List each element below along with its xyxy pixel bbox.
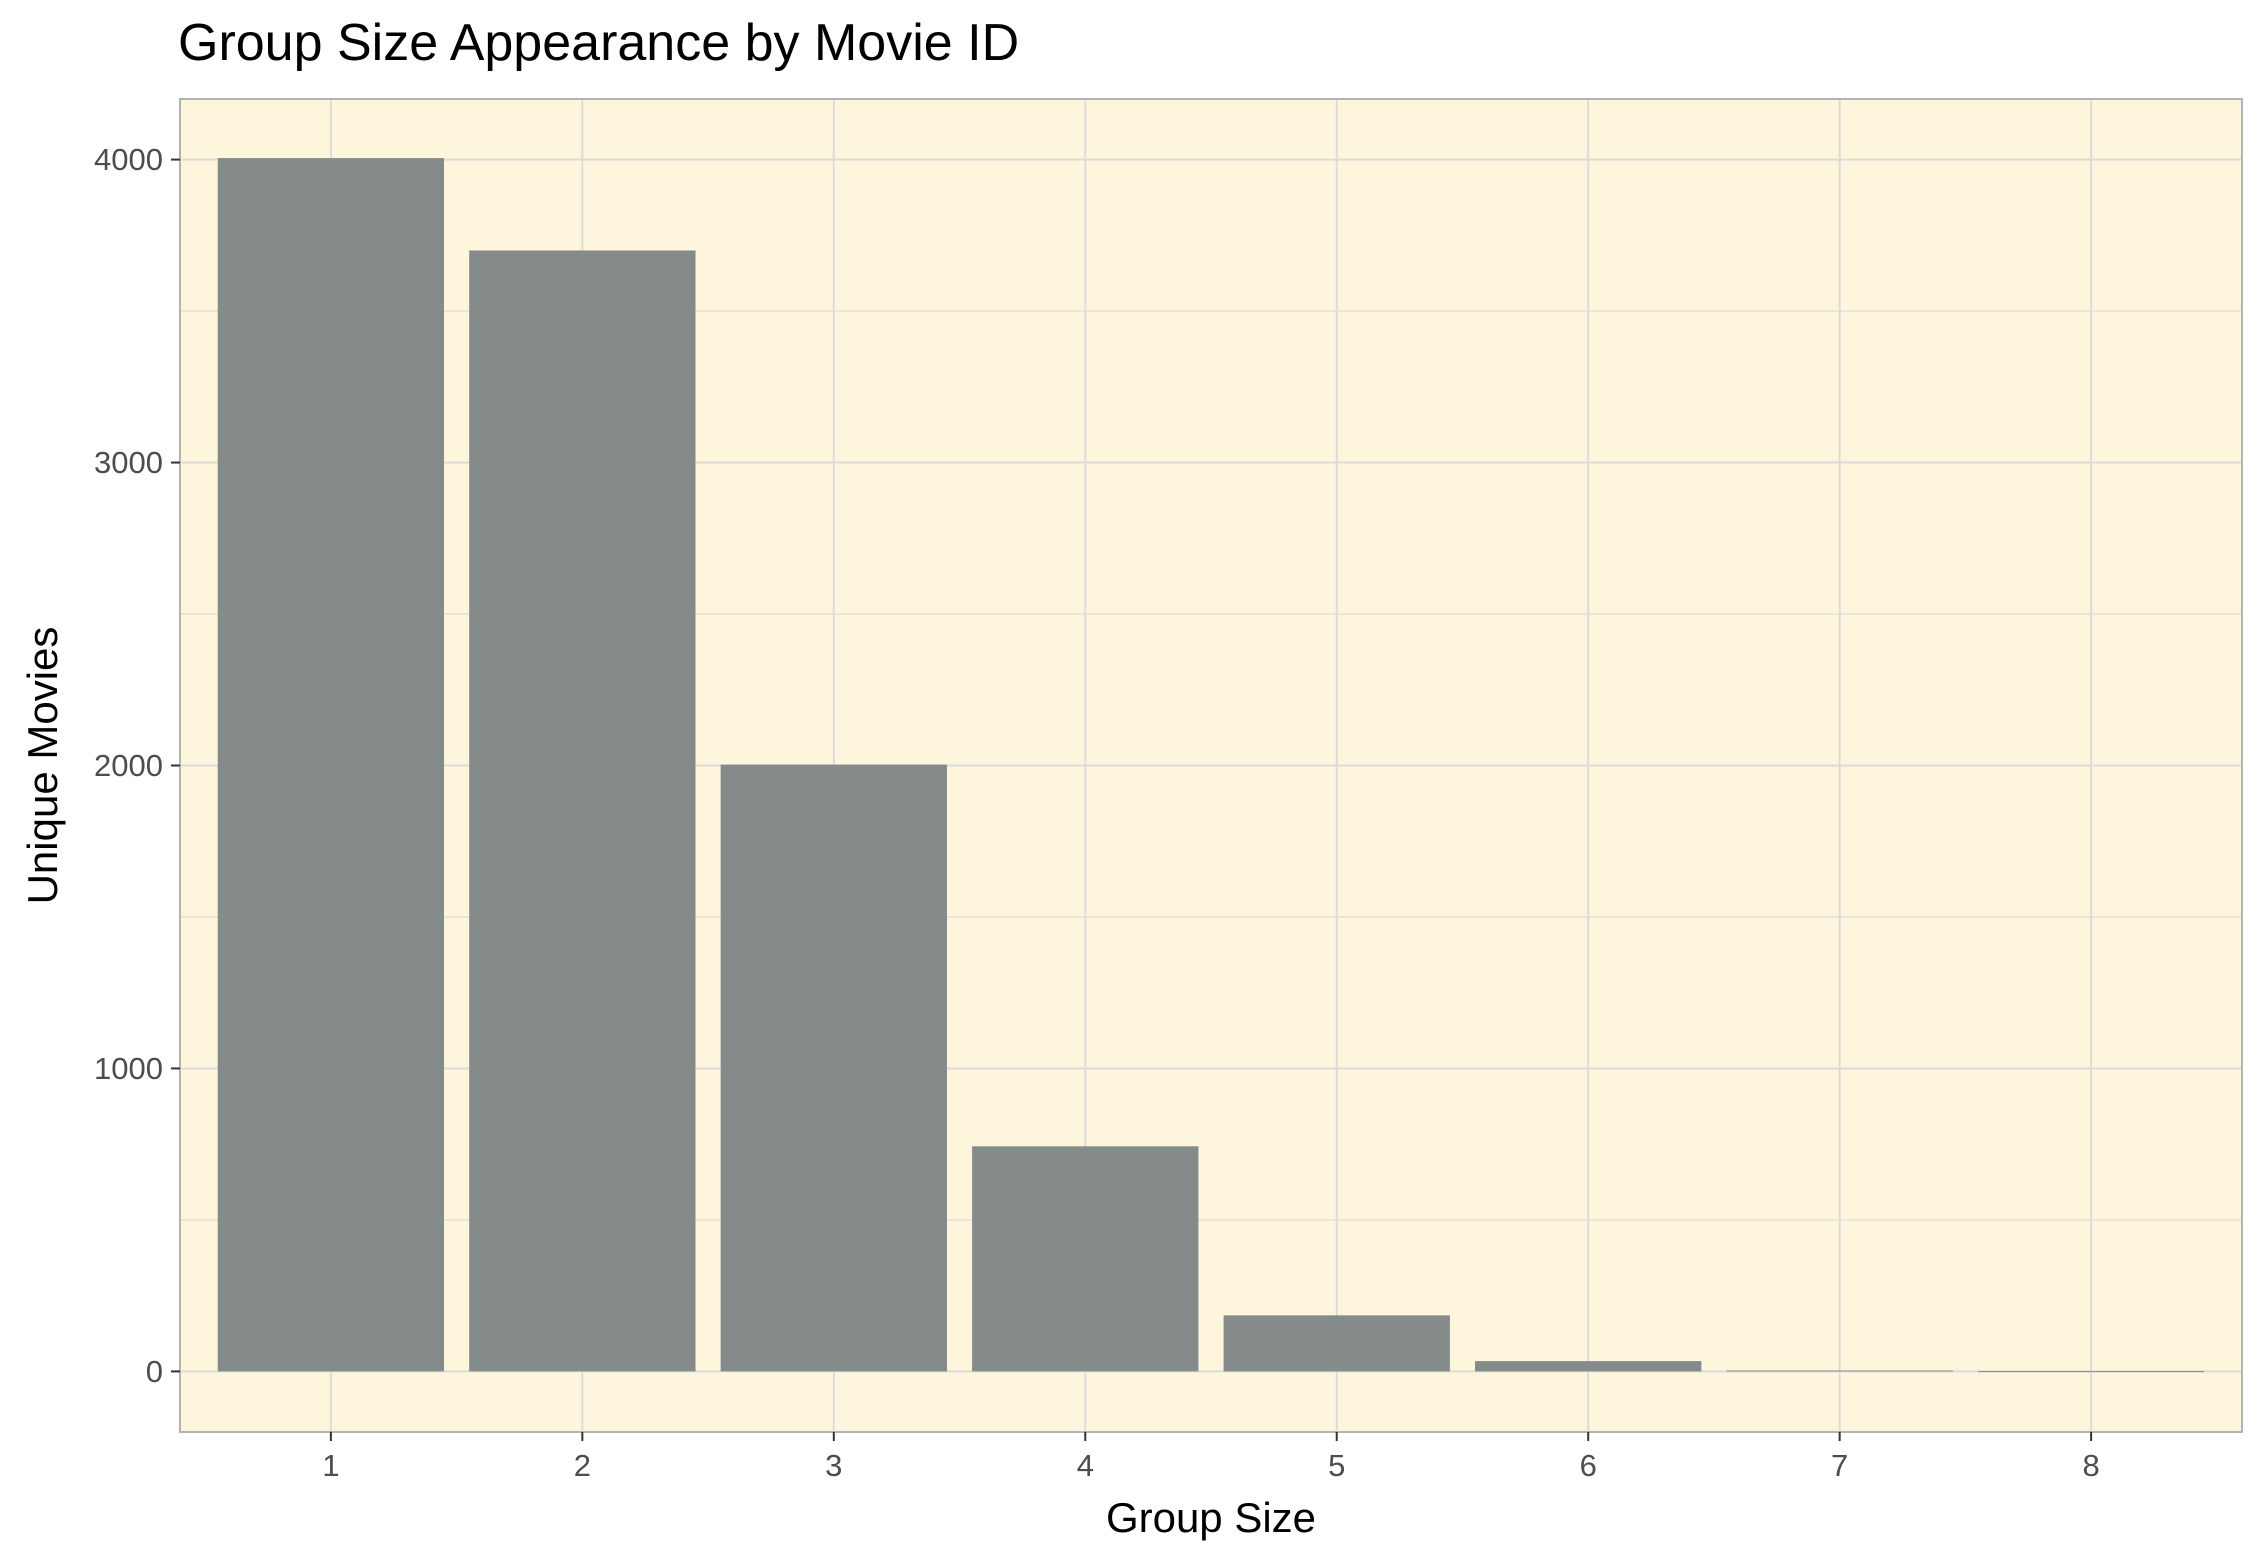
x-tick-label: 7: [1831, 1448, 1848, 1483]
y-tick-label: 4000: [94, 142, 163, 177]
x-tick-label: 4: [1077, 1448, 1094, 1483]
y-tick-label: 1000: [94, 1051, 163, 1086]
bar-group-size-5: [1223, 1315, 1450, 1372]
x-axis-title: Group Size: [1106, 1494, 1316, 1541]
x-tick-label: 6: [1580, 1448, 1597, 1483]
bars: [217, 158, 2205, 1373]
bar-group-size-7: [1726, 1370, 1953, 1372]
y-axis-ticks: 0 1000 2000 3000 4000: [94, 142, 180, 1389]
bar-group-size-8: [1977, 1371, 2205, 1373]
x-axis-ticks: 1 2 3 4 5 6 7 8: [322, 1432, 2100, 1483]
bar-group-size-1: [217, 158, 445, 1372]
y-tick-label: 3000: [94, 445, 163, 480]
x-tick-label: 5: [1328, 1448, 1345, 1483]
x-tick-label: 3: [825, 1448, 842, 1483]
y-tick-label: 0: [146, 1354, 163, 1389]
bar-group-size-6: [1475, 1361, 1702, 1372]
bar-group-size-3: [720, 764, 947, 1372]
y-axis-title: Unique Movies: [19, 627, 66, 905]
x-tick-label: 1: [322, 1448, 339, 1483]
chart-title: Group Size Appearance by Movie ID: [178, 14, 1020, 72]
x-tick-label: 2: [574, 1448, 591, 1483]
bar-group-size-4: [972, 1146, 1199, 1372]
x-tick-label: 8: [2082, 1448, 2099, 1483]
y-tick-label: 2000: [94, 748, 163, 783]
bar-group-size-2: [469, 250, 696, 1372]
